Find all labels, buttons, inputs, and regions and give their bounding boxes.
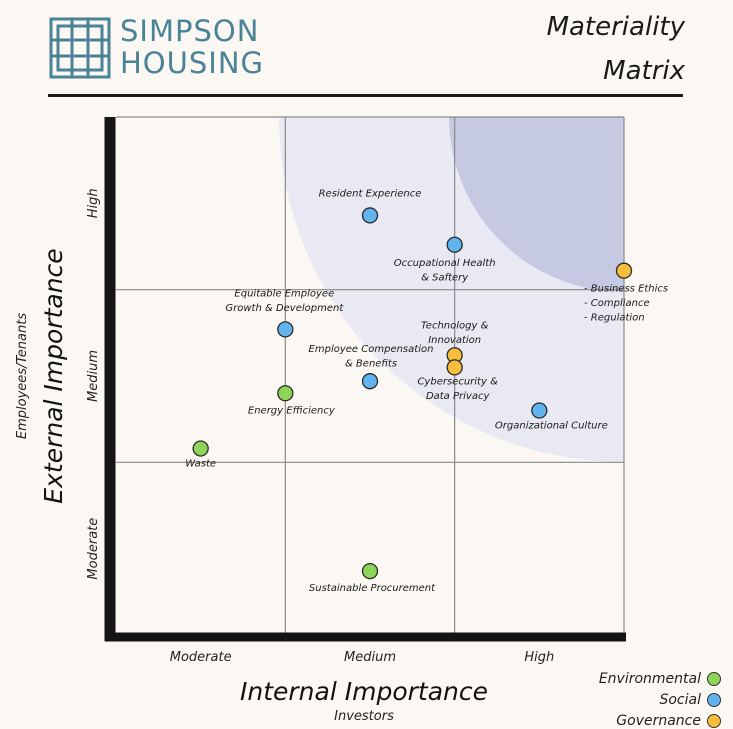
data-label: Sustainable Procurement	[309, 583, 436, 594]
data-label: Growth & Development	[225, 303, 344, 314]
logo-text-line2: HOUSING	[120, 46, 264, 80]
data-point	[192, 440, 209, 457]
y-tick-label: High	[86, 188, 101, 218]
data-label: Energy Efficiency	[248, 405, 336, 416]
x-axis-subtitle: Investors	[334, 709, 394, 724]
data-label: Employee Compensation	[309, 344, 434, 355]
data-label: - Business Ethics	[584, 284, 668, 295]
legend-label: Social	[659, 692, 701, 708]
data-point	[361, 562, 379, 580]
logo-text-line1: SIMPSON	[120, 14, 260, 48]
data-label: & Saftery	[421, 272, 469, 283]
legend-item: Social	[659, 692, 721, 708]
y-axis-subtitle: Employees/Tenants	[15, 313, 30, 439]
x-tick-label: Moderate	[170, 650, 232, 665]
simpson-housing-logo: SIMPSON HOUSING	[48, 16, 298, 80]
data-point	[361, 373, 379, 390]
priority-region-inner	[449, 117, 624, 292]
y-axis-title: External Importance	[39, 248, 68, 503]
legend-swatch	[707, 693, 721, 707]
legend-item: Governance	[616, 713, 721, 729]
legend-item: Environmental	[599, 671, 721, 687]
data-point	[531, 402, 548, 419]
x-tick-label: High	[524, 650, 554, 665]
header-divider	[48, 94, 683, 97]
data-label: Organizational Culture	[495, 421, 608, 432]
data-label: Technology &	[421, 320, 489, 331]
data-label: Waste	[185, 459, 216, 470]
data-label: & Benefits	[345, 359, 397, 370]
legend-swatch	[707, 672, 721, 686]
data-label: Equitable Employee	[234, 288, 334, 299]
legend-label: Environmental	[598, 671, 701, 687]
page-title-line2: Matrix	[603, 56, 685, 86]
data-label: - Regulation	[584, 313, 645, 324]
x-tick-label: Medium	[344, 650, 396, 665]
data-point	[277, 321, 294, 338]
data-point	[277, 385, 294, 402]
data-label: Innovation	[428, 335, 481, 346]
legend-label: Governance	[616, 713, 701, 729]
data-label: Occupational Health	[394, 258, 496, 269]
x-axis-title: Internal Importance	[240, 677, 488, 706]
data-point	[446, 236, 463, 253]
data-point	[446, 359, 463, 376]
logo-grid-icon	[49, 17, 111, 79]
data-label: Resident Experience	[319, 188, 422, 199]
y-tick-label: Medium	[86, 350, 101, 402]
data-label: - Compliance	[584, 298, 650, 309]
data-point	[615, 262, 633, 279]
data-point	[361, 207, 379, 224]
page-title-line1: Materiality	[546, 12, 685, 42]
legend-swatch	[707, 714, 721, 728]
y-tick-label: Moderate	[86, 518, 101, 580]
data-label: Data Privacy	[426, 391, 491, 402]
data-label: Cybersecurity &	[417, 376, 498, 387]
